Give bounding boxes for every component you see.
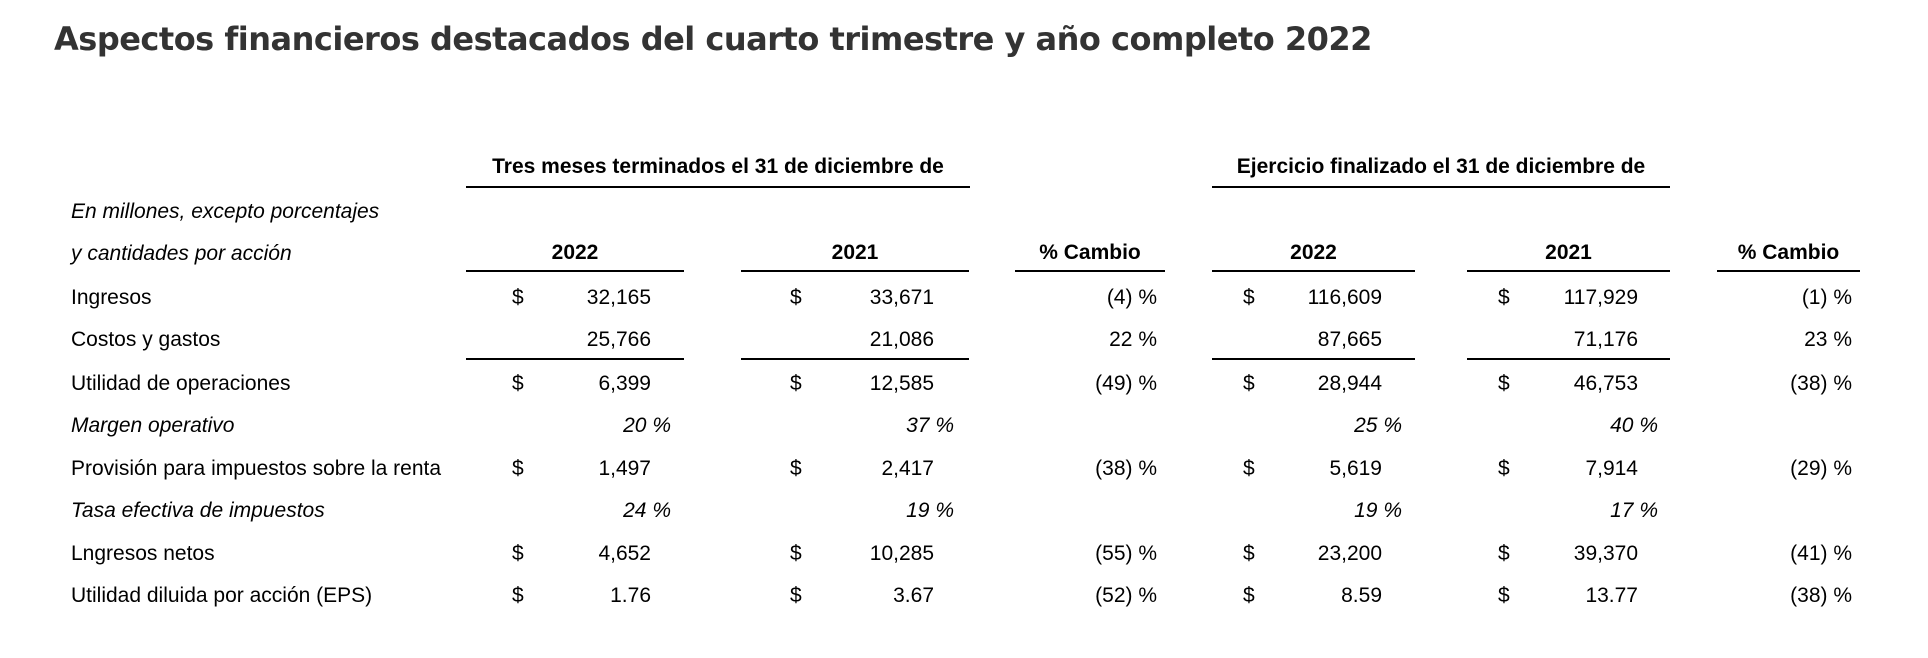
currency-symbol: $ (1498, 457, 1510, 480)
cell-y21: 46,753 (1573, 372, 1638, 395)
cell-qchg: (4) % (1106, 286, 1157, 309)
cell-q21: 21,086 (869, 328, 934, 351)
currency-symbol: $ (1498, 372, 1510, 395)
cell-qchg: (55) % (1095, 542, 1157, 565)
cell-q21: 33,671 (869, 286, 934, 309)
cell-qchg: 22 % (1109, 328, 1157, 351)
cell-y21: 39,370 (1573, 542, 1638, 565)
cell-q22: 1.76 (610, 584, 651, 607)
cell-ychg: (1) % (1801, 286, 1852, 309)
cell-q22: 4,652 (598, 542, 651, 565)
currency-symbol: $ (790, 542, 802, 565)
group-header-quarter-rule (466, 186, 970, 188)
currency-symbol: $ (1243, 372, 1255, 395)
cell-ychg: (38) % (1790, 372, 1852, 395)
cell-y22: 87,665 (1317, 328, 1382, 351)
column-header-qchange: % Cambio (1039, 241, 1141, 264)
cell-y21: 71,176 (1573, 328, 1638, 351)
cell-y22: 25 % (1354, 414, 1402, 437)
row-label: Utilidad diluida por acción (EPS) (71, 584, 373, 607)
cell-y21: 40 % (1610, 414, 1658, 437)
cell-y21: 13.77 (1585, 584, 1638, 607)
currency-symbol: $ (1498, 584, 1510, 607)
currency-symbol: $ (512, 286, 524, 309)
row-label: Utilidad de operaciones (71, 372, 291, 395)
cell-q21: 10,285 (869, 542, 934, 565)
cell-y22: 8.59 (1341, 584, 1382, 607)
currency-symbol: $ (512, 372, 524, 395)
row-label: Provisión para impuestos sobre la renta (71, 457, 442, 480)
column-header-y2021: 2021 (1545, 241, 1592, 264)
cell-qchg: (49) % (1095, 372, 1157, 395)
currency-symbol: $ (512, 457, 524, 480)
currency-symbol: $ (1243, 584, 1255, 607)
currency-symbol: $ (790, 286, 802, 309)
cell-ychg: (29) % (1790, 457, 1852, 480)
cell-y21: 17 % (1610, 499, 1658, 522)
group-header-quarter: Tres meses terminados el 31 de diciembre… (492, 155, 944, 178)
cell-q22: 20 % (623, 414, 671, 437)
subtotal-rule-q2022 (466, 358, 684, 360)
cell-q21: 19 % (906, 499, 954, 522)
column-header-q2021: 2021 (831, 241, 879, 264)
cell-y22: 23,200 (1317, 542, 1382, 565)
cell-q22: 6,399 (598, 372, 651, 395)
cell-ychg: (38) % (1790, 584, 1852, 607)
currency-symbol: $ (790, 457, 802, 480)
subtotal-rule-y2022 (1212, 358, 1415, 360)
column-header-q2021-rule (741, 270, 969, 272)
column-header-y2022: 2022 (1290, 241, 1337, 264)
cell-y22: 5,619 (1329, 457, 1382, 480)
cell-ychg: 23 % (1804, 328, 1852, 351)
subtotal-rule-q2021 (741, 358, 969, 360)
cell-y21: 117,929 (1563, 286, 1638, 309)
column-header-qchange-rule (1015, 270, 1165, 272)
row-label: Ingresos (71, 286, 152, 309)
row-label: Lngresos netos (71, 542, 215, 565)
row-label: Margen operativo (71, 414, 235, 437)
cell-q21: 12,585 (869, 372, 934, 395)
cell-q22: 25,766 (586, 328, 651, 351)
column-header-ychange-rule (1717, 270, 1860, 272)
stub-header-line-1: En millones, excepto porcentajes (71, 200, 380, 223)
cell-y22: 28,944 (1317, 372, 1382, 395)
currency-symbol: $ (512, 542, 524, 565)
row-label: Tasa efectiva de impuestos (71, 499, 325, 522)
cell-q21: 3.67 (893, 584, 934, 607)
cell-q22: 1,497 (598, 457, 651, 480)
currency-symbol: $ (790, 584, 802, 607)
currency-symbol: $ (1498, 286, 1510, 309)
column-header-y2022-rule (1212, 270, 1415, 272)
cell-qchg: (38) % (1095, 457, 1157, 480)
currency-symbol: $ (1243, 457, 1255, 480)
currency-symbol: $ (1243, 542, 1255, 565)
stub-header-line-2: y cantidades por acción (71, 242, 292, 265)
cell-qchg: (52) % (1095, 584, 1157, 607)
currency-symbol: $ (1498, 542, 1510, 565)
row-label: Costos y gastos (71, 328, 221, 351)
cell-q22: 24 % (623, 499, 671, 522)
cell-q21: 2,417 (881, 457, 934, 480)
column-header-ychange: % Cambio (1737, 241, 1840, 264)
column-header-q2022: 2022 (551, 241, 599, 264)
currency-symbol: $ (512, 584, 524, 607)
cell-y22: 19 % (1354, 499, 1402, 522)
cell-y22: 116,609 (1307, 286, 1382, 309)
cell-ychg: (41) % (1790, 542, 1852, 565)
subtotal-rule-y2021 (1467, 358, 1670, 360)
column-header-q2022-rule (466, 270, 684, 272)
group-header-year: Ejercicio finalizado el 31 de diciembre … (1236, 155, 1646, 178)
cell-y21: 7,914 (1585, 457, 1638, 480)
page-title: Aspectos financieros destacados del cuar… (54, 20, 1372, 58)
currency-symbol: $ (1243, 286, 1255, 309)
column-header-y2021-rule (1467, 270, 1670, 272)
cell-q21: 37 % (906, 414, 954, 437)
cell-q22: 32,165 (586, 286, 651, 309)
currency-symbol: $ (790, 372, 802, 395)
group-header-year-rule (1212, 186, 1670, 188)
